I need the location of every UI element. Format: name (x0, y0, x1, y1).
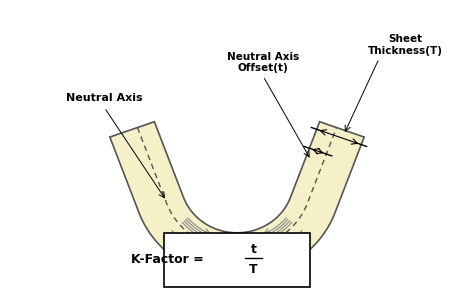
Text: T: T (249, 263, 258, 276)
Text: t: t (251, 243, 256, 256)
Polygon shape (110, 122, 364, 278)
Text: K-Factor =: K-Factor = (131, 253, 209, 266)
Text: Sheet
Thickness(T): Sheet Thickness(T) (368, 34, 443, 56)
FancyBboxPatch shape (164, 233, 310, 287)
Text: Neutral Axis: Neutral Axis (66, 93, 143, 104)
Text: Neutral Axis
Offset(t): Neutral Axis Offset(t) (227, 52, 299, 73)
